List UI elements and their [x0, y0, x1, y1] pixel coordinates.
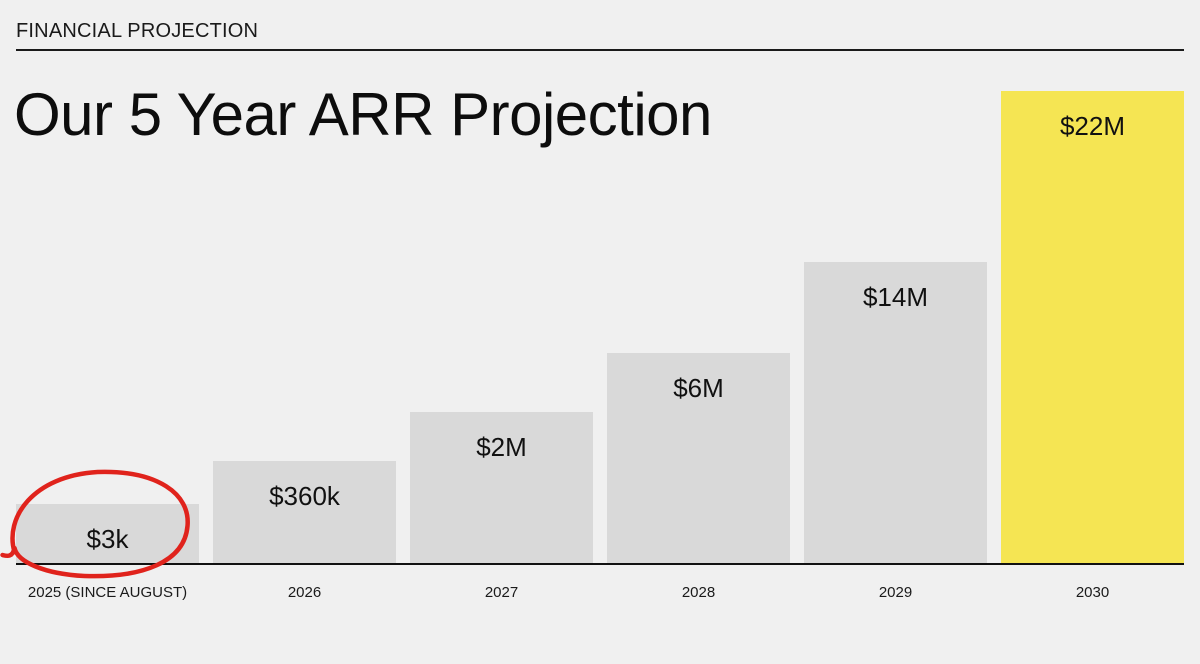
- category-label-5: 2029: [879, 584, 912, 601]
- section-label: FINANCIAL PROJECTION: [16, 20, 259, 42]
- category-label-2: 2026: [288, 584, 321, 601]
- bar-2: [213, 461, 396, 564]
- data-label-4: $6M: [673, 373, 724, 403]
- highlight-circle-annotation: [0, 469, 190, 579]
- category-label-1: 2025 (SINCE AUGUST): [28, 584, 187, 601]
- bar-5: [804, 262, 987, 564]
- data-label-5: $14M: [863, 282, 928, 312]
- data-label-3: $2M: [476, 432, 527, 462]
- data-label-6: $22M: [1060, 111, 1125, 141]
- page-title: Our 5 Year ARR Projection: [14, 81, 712, 148]
- bar-6: [1001, 91, 1184, 564]
- category-label-6: 2030: [1076, 584, 1109, 601]
- category-label-4: 2028: [682, 584, 715, 601]
- bar-3: [410, 412, 593, 564]
- category-label-3: 2027: [485, 584, 518, 601]
- top-divider: [16, 49, 1184, 51]
- data-label-2: $360k: [269, 481, 341, 511]
- bar-4: [607, 353, 790, 564]
- data-label-1: $3k: [87, 524, 130, 554]
- bar-1: [16, 504, 199, 564]
